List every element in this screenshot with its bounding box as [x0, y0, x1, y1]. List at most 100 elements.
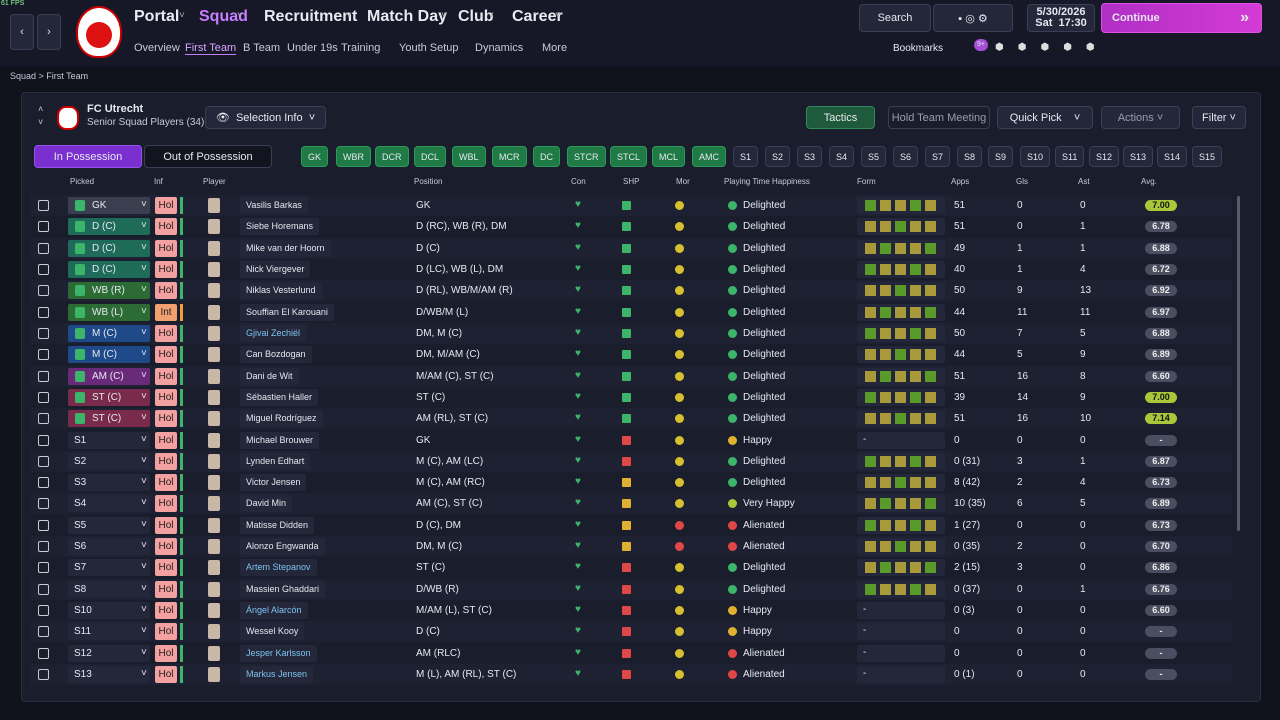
player-name[interactable]: Markus Jensen [240, 666, 314, 684]
position-button[interactable]: S6 [893, 146, 919, 167]
checkbox[interactable] [38, 605, 49, 617]
checkbox[interactable] [38, 221, 49, 233]
column-header[interactable]: Con [571, 177, 586, 186]
nav-item[interactable]: Portal [134, 8, 180, 25]
picked-select[interactable] [68, 303, 150, 321]
checkbox[interactable] [38, 498, 49, 510]
player-name[interactable]: Sébastien Haller [240, 388, 319, 406]
picked[interactable]: S7 [74, 562, 87, 574]
picked-select[interactable] [68, 239, 150, 257]
back-button[interactable]: ‹ [10, 14, 34, 50]
picked-select[interactable] [68, 324, 150, 342]
nav-item[interactable]: Club [458, 8, 494, 25]
column-header[interactable]: SHP [623, 177, 640, 186]
checkbox[interactable] [38, 327, 49, 339]
picked-select[interactable] [68, 602, 150, 620]
picked[interactable]: S3 [74, 477, 87, 489]
picked[interactable]: S13 [74, 669, 92, 681]
position-button[interactable]: S13 [1123, 146, 1154, 167]
continue-button[interactable]: Continue » [1101, 3, 1262, 33]
picked[interactable]: D (C) [92, 242, 116, 254]
checkbox[interactable] [38, 242, 49, 254]
position-button[interactable]: S3 [797, 146, 823, 167]
checkbox[interactable] [38, 263, 49, 275]
position-button[interactable]: DCL [414, 146, 447, 167]
tactics-button[interactable]: Tactics [806, 106, 875, 129]
checkbox[interactable] [38, 434, 49, 446]
picked[interactable]: S2 [74, 455, 87, 467]
position-button[interactable]: S2 [765, 146, 791, 167]
picked-select[interactable] [68, 197, 150, 214]
crumb[interactable]: Squad [10, 71, 37, 81]
position-button[interactable]: WBR [336, 146, 371, 167]
player-name[interactable]: Lynden Edhart [240, 452, 311, 470]
player-name[interactable]: Siebe Horemans [240, 218, 320, 236]
picked[interactable]: GK [92, 200, 107, 211]
position-button[interactable]: GK [301, 146, 329, 167]
picked[interactable]: ST (C) [92, 391, 122, 403]
position-button[interactable]: S5 [861, 146, 887, 167]
quick-pick-button[interactable]: Quick Pick ˅ [997, 106, 1093, 129]
nav-caret[interactable]: ˅ [555, 10, 561, 21]
picked-select[interactable] [68, 559, 150, 577]
bookmarks[interactable]: Bookmarks [893, 43, 944, 54]
checkbox[interactable] [38, 413, 49, 425]
picked[interactable]: S5 [74, 519, 87, 531]
picked-select[interactable] [68, 346, 150, 364]
collapse-toggle[interactable]: ˄ ˅ [38, 104, 44, 127]
tool-icons[interactable]: ▪ ◎ ⚙ [933, 4, 1013, 32]
position-button[interactable]: S4 [829, 146, 855, 167]
subnav-item[interactable]: Under 19s [287, 42, 338, 54]
picked[interactable]: S4 [74, 498, 87, 510]
picked-select[interactable] [68, 367, 150, 385]
meeting-button[interactable]: Hold Team Meeting [888, 106, 990, 129]
picked-select[interactable] [68, 452, 150, 470]
scrollbar[interactable] [1237, 196, 1240, 531]
checkbox[interactable] [38, 647, 49, 659]
column-header[interactable]: Gls [1016, 177, 1028, 186]
player-name[interactable]: Can Bozdogan [240, 346, 312, 364]
picked-select[interactable] [68, 666, 150, 684]
column-header[interactable]: Mor [676, 177, 690, 186]
picked[interactable]: S10 [74, 605, 92, 617]
picked[interactable]: S12 [74, 647, 92, 659]
player-name[interactable]: Matisse Didden [240, 516, 315, 534]
in-possession-tab[interactable]: In Possession [34, 145, 142, 168]
column-header[interactable]: Playing Time Happiness [724, 177, 810, 186]
picked-select[interactable] [68, 495, 150, 513]
subnav-item[interactable]: B Team [243, 42, 281, 54]
picked-select[interactable] [68, 410, 150, 428]
player-name[interactable]: Victor Jensen [240, 474, 307, 492]
actions-button[interactable]: Actions ˅ [1101, 106, 1180, 129]
checkbox[interactable] [38, 391, 49, 403]
column-header[interactable]: Position [414, 177, 443, 186]
picked[interactable]: M (C) [92, 327, 117, 339]
nav-caret[interactable]: ˅ [237, 10, 243, 21]
position-button[interactable]: AMC [692, 146, 726, 167]
picked-select[interactable] [68, 580, 150, 598]
player-name[interactable]: David Min [240, 495, 293, 513]
position-button[interactable]: MCR [492, 146, 527, 167]
search-button[interactable]: Search [859, 4, 931, 32]
column-header[interactable]: Inf [154, 177, 163, 186]
picked[interactable]: S11 [74, 626, 92, 638]
subnav-item[interactable]: Youth Setup [399, 42, 459, 54]
picked-select[interactable] [68, 282, 150, 300]
picked[interactable]: ST (C) [92, 413, 122, 425]
position-button[interactable]: S10 [1020, 146, 1051, 167]
picked-select[interactable] [68, 431, 150, 449]
player-name[interactable]: Vasilis Barkas [240, 197, 308, 214]
picked[interactable]: D (C) [92, 263, 116, 275]
nav-item[interactable]: Recruitment [264, 8, 358, 25]
nav-item[interactable]: Career [512, 8, 563, 25]
subnav-item[interactable]: First Team [185, 42, 237, 55]
player-name[interactable]: Artem Stepanov [240, 559, 317, 577]
player-name[interactable]: Wessel Kooy [240, 623, 305, 641]
subnav-item[interactable]: Overview [134, 42, 180, 54]
column-header[interactable]: Player [203, 177, 226, 186]
nav-item[interactable]: Squad [199, 8, 248, 25]
player-name[interactable]: Jesper Karlsson [240, 644, 317, 662]
filter-button[interactable]: Filter ˅ [1192, 106, 1246, 129]
player-name[interactable]: Gjivai Zechiël [240, 324, 307, 342]
player-name[interactable]: Dani de Wit [240, 367, 299, 385]
